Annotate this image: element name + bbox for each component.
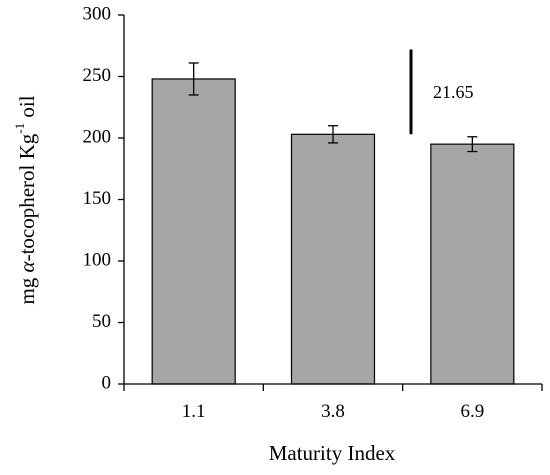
bar [290,133,376,385]
y-tick-label: 300 [83,3,112,24]
annotation-label: 21.65 [433,82,474,102]
y-tick-label: 200 [83,126,112,147]
bar [430,143,515,385]
y-axis-title: mg α-tocopherol Kg-1 oil [12,95,39,304]
x-tick-label: 6.9 [460,401,484,422]
x-tick-label: 1.1 [182,401,206,422]
x-axis-title: Maturity Index [269,441,396,465]
y-tick-label: 100 [83,249,112,270]
plot-area: 0 50 100 150 200 250 300 1.1 3.8 6.9 21.65 [83,3,543,422]
x-tick-label: 3.8 [321,401,345,422]
y-tick-label: 0 [102,372,112,393]
svg-text:mg α-tocopherol Kg-1 oil: mg α-tocopherol Kg-1 oil [12,95,39,304]
y-axis-title-prefix: mg [15,272,39,304]
y-tick-label: 250 [83,65,112,86]
bar [151,78,236,385]
y-tick-label: 150 [83,188,112,209]
y-axis-title-superscript: -1 [12,123,27,134]
y-tick-label: 50 [92,311,111,332]
y-axis-title-middle: -tocopherol Kg [15,133,39,261]
y-axis-title-suffix: oil [15,95,39,123]
y-axis-title-italic: α [15,260,39,272]
